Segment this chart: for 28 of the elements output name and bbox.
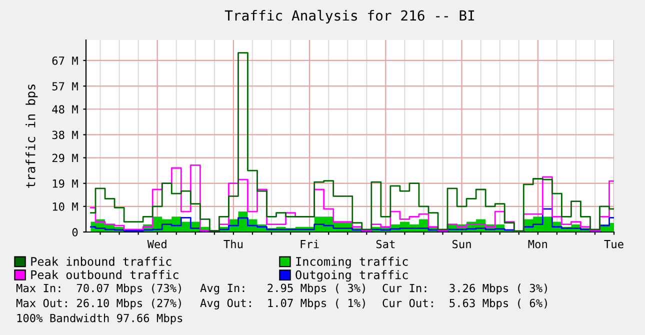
x-tick-label: Fri (300, 240, 319, 248)
text: Avg In: 2.95 Mbps ( 3%) (200, 284, 365, 294)
text: Max In: 70.07 Mbps (73%) (16, 284, 181, 294)
y-axis-title: traffic in bps (26, 84, 38, 188)
x-tick-label: Sat (376, 240, 395, 248)
text: Cur In: 3.26 Mbps ( 3%) (382, 284, 547, 294)
legend-label: Incoming traffic (296, 256, 408, 268)
y-tick-label: 29 M (52, 154, 78, 162)
legend-label: Peak inbound traffic (31, 256, 172, 266)
x-tick-label: Wed (147, 240, 166, 248)
y-tick-label: 57 M (52, 82, 78, 90)
legend-label: Outgoing traffic (296, 270, 408, 282)
y-tick-label: 67 M (52, 56, 78, 65)
x-tick-label: Tue (604, 240, 624, 248)
chart-title: Traffic Analysis for 216 -- BI (224, 10, 474, 24)
y-tick-label: 38 M (52, 130, 78, 140)
x-tick-label: Thu (224, 240, 243, 248)
y-tick-label: 48 M (52, 105, 78, 114)
text: Avg Out: 1.07 Mbps ( 1%) (200, 298, 365, 310)
text: Max Out: 26.10 Mbps (27%) (16, 298, 181, 310)
y-tick-label: 0 (72, 228, 78, 236)
y-tick-label: 19 M (52, 179, 78, 188)
text: 100% Bandwidth 97.66 Mbps (17, 314, 182, 324)
x-tick-label: Mon (528, 240, 547, 248)
x-tick-label: Sun (452, 240, 471, 248)
legend-label: Peak outbound traffic (31, 270, 178, 280)
y-tick-label: 10 M (52, 202, 78, 211)
text: Cur Out: 5.63 Mbps ( 6%) (382, 298, 547, 310)
